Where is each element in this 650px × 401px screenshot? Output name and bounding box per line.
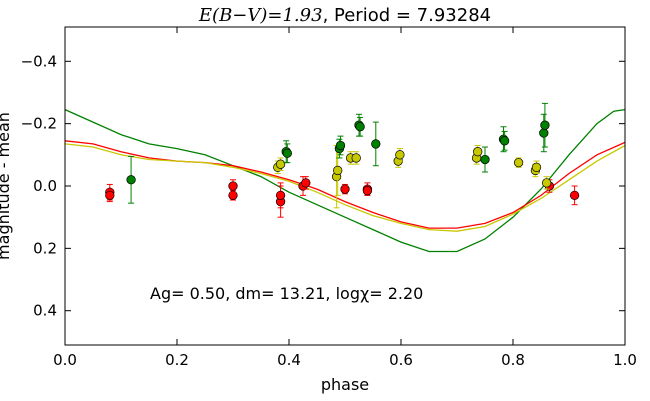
data-point bbox=[540, 102, 550, 148]
point-marker bbox=[340, 184, 350, 194]
point-marker bbox=[275, 190, 286, 201]
data-point bbox=[282, 143, 292, 164]
model-curve-2 bbox=[64, 143, 626, 232]
y-axis-label: magnitude - mean bbox=[0, 112, 13, 260]
point-marker bbox=[301, 178, 311, 188]
data-point bbox=[105, 188, 115, 203]
point-marker bbox=[541, 178, 552, 188]
point-marker bbox=[275, 159, 286, 169]
y-tick-label: 0.4 bbox=[33, 302, 57, 320]
chart-title-math: E(B−V)=1.93 bbox=[198, 5, 323, 26]
x-axis-label: phase bbox=[321, 375, 369, 394]
x-tick-label: 0.0 bbox=[53, 351, 77, 369]
chart-title: E(B−V)=1.93, Period = 7.93284 bbox=[198, 5, 491, 26]
point-marker bbox=[499, 136, 510, 146]
x-tick-label: 0.2 bbox=[165, 351, 189, 369]
y-tick-label: −0.2 bbox=[21, 115, 57, 133]
x-tick-label: 0.8 bbox=[501, 351, 525, 369]
data-point bbox=[539, 113, 549, 153]
point-marker bbox=[228, 181, 238, 191]
x-tick-label: 0.4 bbox=[277, 351, 301, 369]
data-point bbox=[473, 144, 483, 159]
data-point bbox=[395, 148, 405, 162]
point-marker bbox=[539, 128, 549, 138]
point-marker bbox=[473, 147, 483, 157]
data-point bbox=[228, 179, 238, 193]
point-marker bbox=[371, 139, 381, 149]
data-point bbox=[531, 160, 542, 175]
point-marker bbox=[105, 190, 115, 201]
point-marker bbox=[513, 157, 524, 168]
point-marker bbox=[569, 190, 580, 201]
data-point bbox=[335, 135, 346, 156]
model-curves bbox=[64, 108, 626, 253]
chart-title-rest: , Period = 7.93284 bbox=[323, 5, 492, 26]
y-tick-label: 0.0 bbox=[33, 177, 57, 195]
data-point bbox=[362, 185, 373, 196]
model-curve-1 bbox=[64, 140, 626, 229]
data-point bbox=[351, 151, 361, 165]
model-curve-0 bbox=[64, 108, 626, 253]
data-point bbox=[275, 157, 286, 171]
point-marker bbox=[540, 120, 550, 130]
x-tick-label: 1.0 bbox=[613, 351, 637, 369]
data-point bbox=[126, 155, 136, 204]
x-axis-ticks: 0.0 0.2 0.4 0.6 0.8 1.0 bbox=[53, 27, 637, 369]
x-tick-label: 0.6 bbox=[389, 351, 413, 369]
data-point bbox=[569, 185, 580, 206]
point-marker bbox=[395, 150, 405, 160]
y-tick-label: −0.4 bbox=[21, 52, 57, 70]
data-point bbox=[371, 121, 381, 167]
data-point bbox=[355, 116, 365, 137]
point-marker bbox=[126, 175, 136, 185]
point-marker bbox=[362, 186, 373, 196]
data-point bbox=[301, 176, 311, 190]
data-point bbox=[275, 182, 286, 209]
point-marker bbox=[282, 148, 292, 158]
data-point bbox=[513, 157, 524, 168]
point-marker bbox=[531, 162, 542, 172]
y-tick-label: 0.2 bbox=[33, 239, 57, 257]
data-point bbox=[499, 130, 510, 151]
point-marker bbox=[333, 165, 343, 176]
point-marker bbox=[355, 122, 365, 132]
data-point bbox=[480, 146, 490, 173]
data-point bbox=[541, 176, 552, 190]
fit-annotation: Ag= 0.50, dm= 13.21, logχ= 2.20 bbox=[150, 284, 423, 303]
data-points bbox=[105, 102, 580, 218]
data-point bbox=[340, 183, 350, 195]
point-marker bbox=[480, 154, 490, 165]
point-marker bbox=[335, 140, 346, 151]
point-marker bbox=[351, 153, 361, 163]
y-axis-ticks: −0.4 −0.2 0.0 0.2 0.4 bbox=[21, 52, 625, 320]
